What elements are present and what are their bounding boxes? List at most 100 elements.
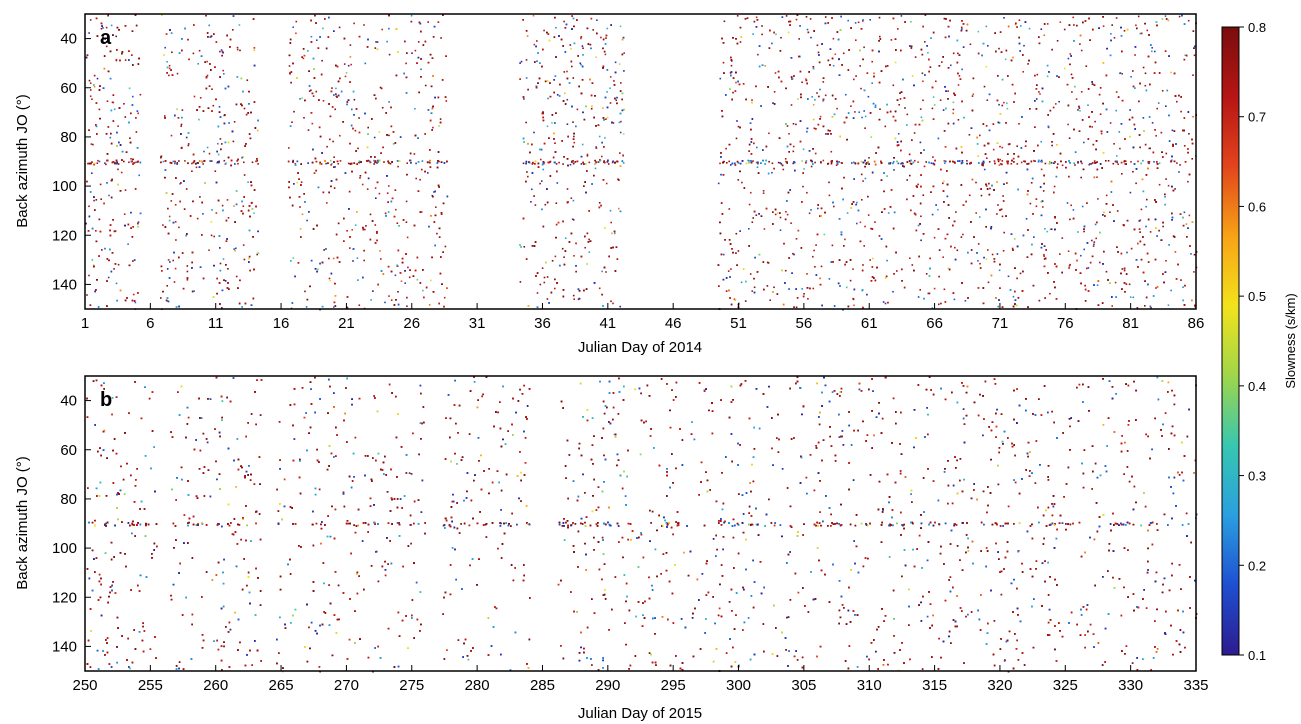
data-point [315,90,318,93]
data-point [192,52,195,55]
data-point [1132,70,1134,72]
data-point [430,279,432,282]
data-point [555,163,558,165]
data-point [107,276,110,279]
data-point [325,162,328,165]
data-point [300,181,303,183]
data-point [1033,159,1035,162]
data-point [1087,267,1090,269]
data-point [957,84,960,86]
data-point [1193,54,1196,57]
data-point [802,185,804,188]
data-point [301,213,304,216]
data-point [933,236,936,239]
data-point [824,94,827,97]
data-point [953,298,956,301]
data-point [178,226,180,229]
data-point [780,163,783,165]
data-point [354,224,357,226]
data-point [174,162,176,165]
data-point [1134,54,1136,56]
data-point [942,256,944,258]
data-point [874,104,877,107]
data-point [419,178,421,181]
data-point [822,100,824,102]
data-point [798,38,800,40]
data-point [822,159,825,162]
data-point [952,112,954,115]
data-point [737,179,740,181]
data-point [338,26,341,29]
data-point [217,142,219,145]
data-point [598,287,601,290]
data-point [223,73,225,75]
data-point [1038,91,1040,93]
data-point [810,36,812,39]
data-point [191,162,193,165]
data-point [985,258,988,261]
data-point [203,150,205,153]
data-point [893,169,895,171]
data-point [208,24,210,27]
data-point [187,144,190,147]
data-point [736,15,739,17]
data-point [1074,164,1076,166]
data-point [610,300,612,303]
data-point [445,100,448,102]
data-point [1147,162,1150,164]
data-point [562,163,564,165]
data-point [1144,305,1146,307]
data-point [1043,253,1045,256]
data-point [363,259,365,262]
data-point [566,98,569,101]
data-point [164,115,166,117]
data-point [299,206,301,208]
data-point [335,87,337,90]
data-point [522,162,525,165]
data-point [123,103,125,105]
data-point [784,269,787,272]
data-point [1095,237,1097,240]
data-point [233,248,235,250]
data-point [395,208,397,211]
data-point [533,43,536,46]
data-point [1121,268,1124,270]
data-point [1178,171,1180,173]
data-point [604,161,606,164]
data-point [87,162,89,165]
data-point [956,249,959,252]
data-point [256,253,258,256]
data-point [968,134,971,136]
data-point [792,162,794,165]
data-point [1191,158,1193,160]
data-point [785,15,788,17]
data-point [329,159,332,162]
data-point [801,160,803,162]
data-point [1006,107,1009,110]
data-point [1078,107,1081,109]
data-point [202,163,204,165]
data-point [299,228,302,230]
data-point [924,41,926,43]
data-point [864,225,866,228]
data-point [1073,24,1075,26]
data-point [737,125,740,128]
data-point [208,249,210,251]
data-point [1057,163,1059,165]
data-point [864,115,867,118]
data-point [416,278,419,281]
data-point [1144,84,1147,87]
data-point [339,160,342,162]
data-point [1129,296,1132,298]
data-point [1107,160,1110,162]
data-point [771,291,774,293]
data-point [104,162,106,164]
data-point [727,270,730,272]
data-point [137,221,140,223]
data-point [525,59,528,61]
data-point [242,244,245,246]
data-point [539,182,541,185]
data-point [129,137,131,139]
data-point [849,279,852,282]
data-point [900,15,903,17]
